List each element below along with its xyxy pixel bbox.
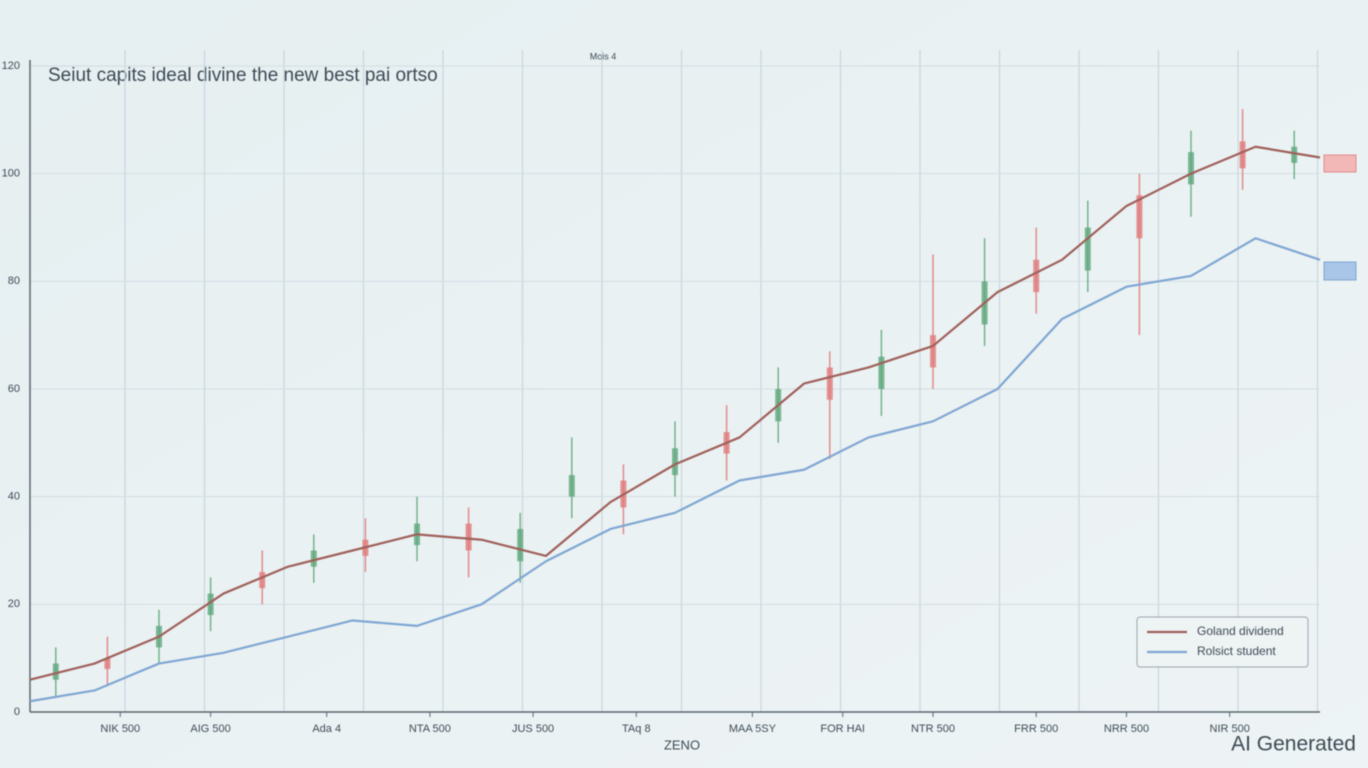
candle-body [1033, 259, 1040, 293]
y-tick-label: 120 [2, 60, 20, 72]
x-tick-label: AIG 500 [190, 723, 230, 735]
x-tick-label: Ada 4 [312, 723, 341, 735]
x-tick-label: FOR HAI [820, 723, 865, 735]
candle-body [1084, 227, 1091, 271]
price-tag [1323, 261, 1357, 281]
candle-body [878, 356, 885, 389]
candle-body [207, 593, 214, 616]
x-tick-label: NTR 500 [911, 723, 955, 735]
candle-body [1136, 195, 1143, 239]
x-tick-label: JUS 500 [512, 723, 554, 735]
series-line [29, 237, 1321, 703]
watermark: AI Generated [1231, 733, 1356, 756]
legend-label: Rolsict student [1197, 644, 1276, 658]
candle-body [1291, 146, 1298, 163]
candle-body [568, 475, 575, 497]
y-tick-label: 20 [8, 598, 20, 610]
candle-body [104, 658, 111, 669]
chart-subtitle: Mois 4 [590, 51, 617, 61]
candle-body [826, 367, 833, 400]
y-tick-label: 80 [8, 275, 20, 287]
x-tick-label: NRR 500 [1104, 723, 1149, 735]
y-tick-label: 60 [8, 383, 20, 395]
x-tick-label: NTA 500 [409, 723, 451, 735]
candle-body [259, 572, 266, 589]
x-tick-label: TAq 8 [622, 723, 651, 735]
legend-label: Goland dividend [1197, 624, 1284, 638]
y-tick-label: 40 [8, 491, 20, 503]
candle-body [1188, 152, 1194, 185]
candle-body [672, 448, 678, 476]
candle-body [930, 335, 936, 368]
x-axis-title: ZENO [664, 737, 700, 752]
price-tag [1323, 154, 1357, 173]
y-tick-label: 0 [14, 706, 20, 718]
candle-body [310, 550, 317, 567]
chart-title: Seiut capits ideal divine the new best p… [48, 65, 438, 86]
candle-body [517, 528, 524, 562]
series-line [29, 145, 1321, 681]
candle-body [52, 663, 59, 680]
x-tick-label: NIK 500 [100, 723, 140, 735]
legend-box [1136, 616, 1309, 668]
y-tick-label: 100 [2, 168, 20, 180]
x-tick-label: NIR 500 [1210, 723, 1250, 735]
candle-body [1239, 141, 1246, 169]
x-tick-label: MAA 5SY [729, 723, 777, 735]
x-tick-label: FRR 500 [1014, 723, 1058, 735]
candle-body [465, 523, 472, 551]
